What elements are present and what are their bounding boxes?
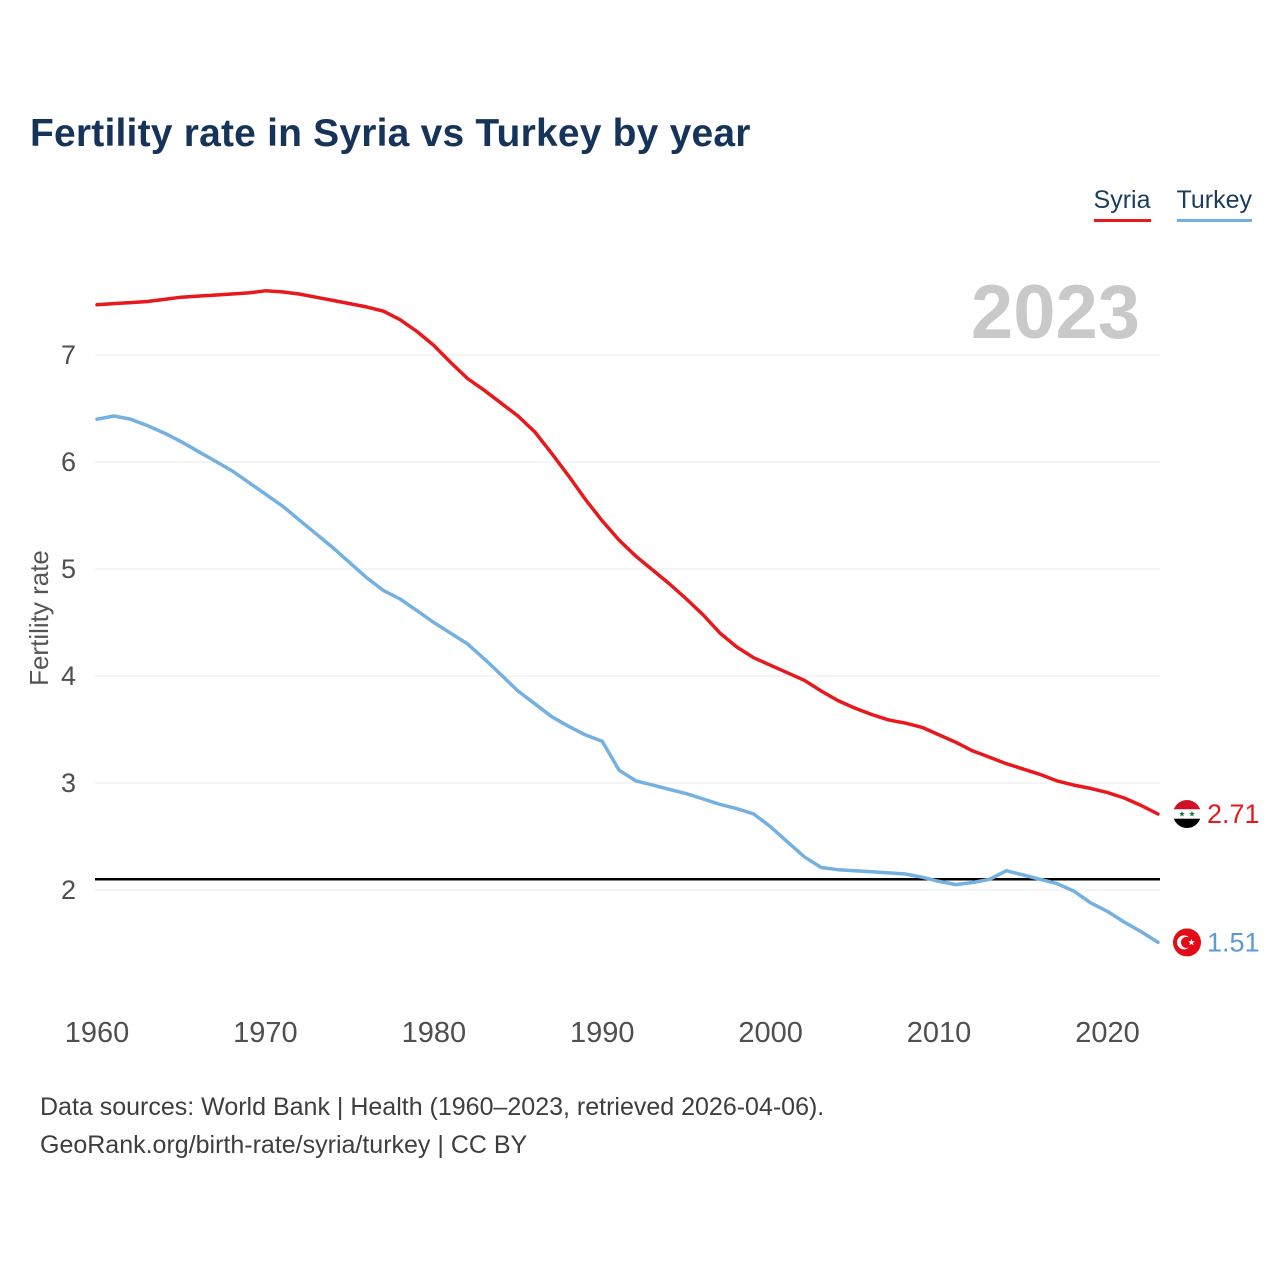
x-tick-label: 1980 [402,1017,467,1049]
page-title: Fertility rate in Syria vs Turkey by yea… [30,112,751,155]
y-tick-label: 6 [61,447,76,477]
series-line-turkey[interactable] [95,414,1160,945]
attribution-line: GeoRank.org/birth-rate/syria/turkey | CC… [40,1131,528,1159]
legend-item-syria[interactable]: Syria [1093,186,1151,222]
legend-item-turkey[interactable]: Turkey [1176,186,1252,222]
y-tick-label: 7 [61,340,76,370]
x-tick-label: 2010 [907,1017,972,1049]
y-tick-label: 2 [61,875,76,905]
data-sources-line: Data sources: World Bank | Health (1960–… [40,1093,825,1121]
legend: Syria Turkey [1093,186,1252,222]
x-tick-label: 2020 [1075,1017,1140,1049]
turkey-flag-icon [1173,928,1201,957]
y-tick-label: 3 [61,768,76,798]
y-tick-label: 5 [61,554,76,584]
x-tick-label: 2000 [738,1017,803,1049]
x-tick-label: 1990 [570,1017,635,1049]
watermark-year: 2023 [971,270,1140,355]
y-axis-label: Fertility rate [24,550,54,686]
end-value-label-turkey: 1.51 [1207,927,1260,957]
end-value-label-syria: 2.71 [1207,799,1260,829]
syria-flag-icon [1173,800,1201,829]
footer: Data sources: World Bank | Health (1960–… [40,1088,824,1164]
x-tick-label: 1960 [65,1017,130,1049]
series-line-syria[interactable] [95,289,1160,816]
y-tick-label: 4 [61,661,76,691]
x-tick-label: 1970 [233,1017,298,1049]
